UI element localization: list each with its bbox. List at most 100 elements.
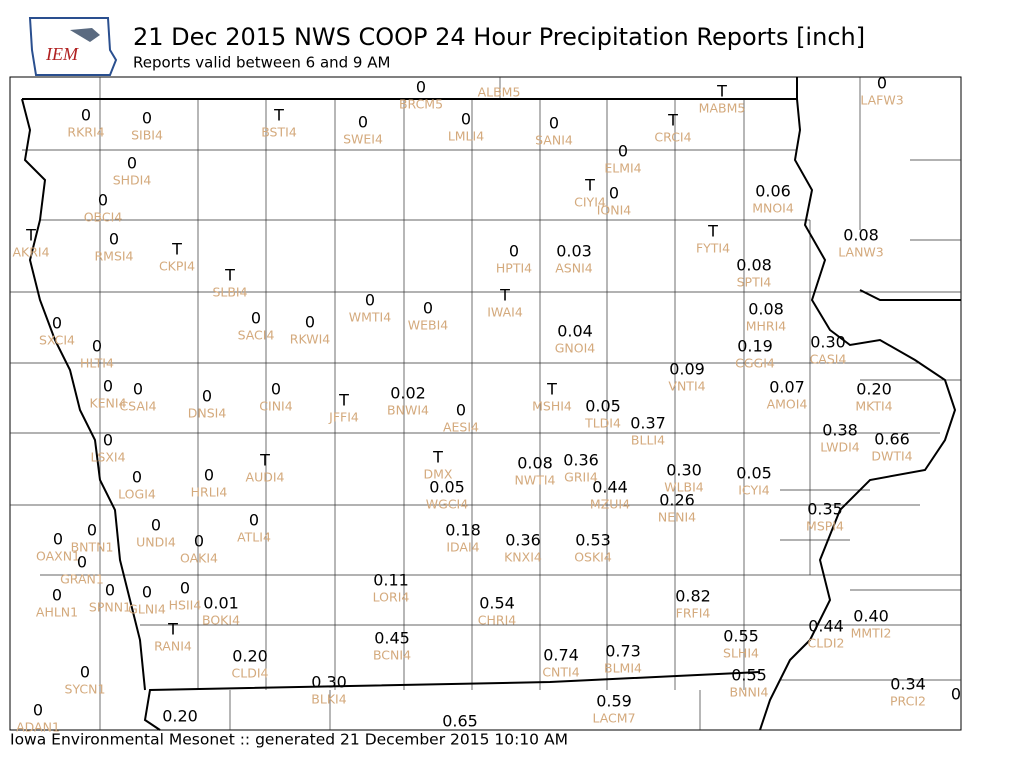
station-id: MKTI4 (855, 399, 892, 414)
station-value: T (224, 266, 235, 285)
station-value: 0.08 (843, 226, 879, 245)
station-id: BOKI4 (202, 613, 240, 628)
station-id: HPTI4 (496, 261, 532, 276)
station-id: AKRI4 (12, 245, 49, 260)
station-value: 0.30 (810, 333, 846, 352)
station-value: 0.40 (853, 607, 889, 626)
logo-text: IEM (45, 44, 79, 64)
station-value: 0.11 (373, 571, 409, 590)
station-value: 0 (251, 309, 261, 328)
station-value: 0.08 (517, 454, 553, 473)
station-value: 0 (951, 685, 961, 704)
station-id: ALBM5 (478, 85, 521, 100)
station-id: RKWI4 (290, 332, 330, 347)
station-value: 0 (461, 110, 471, 129)
station-value: 0 (509, 242, 519, 261)
station-value: 0.45 (374, 629, 410, 648)
station-value: 0.07 (769, 378, 805, 397)
station-id: BNWI4 (387, 403, 429, 418)
station-value: 0 (365, 291, 375, 310)
station-id: GRII4 (564, 470, 598, 485)
station-value: 0.34 (890, 675, 926, 694)
station-id: DWTI4 (871, 449, 912, 464)
station-value: 0 (194, 532, 204, 551)
station-value: 0.73 (605, 642, 641, 661)
station-value: 0 (109, 230, 119, 249)
station-value: 0.04 (557, 322, 593, 341)
station-id: SXCI4 (39, 333, 75, 348)
station-id: LANW3 (838, 245, 883, 260)
station-id: CASI4 (810, 352, 847, 367)
station-id: MZUI4 (590, 497, 630, 512)
station-value: 0.09 (669, 360, 705, 379)
station-value: 0.03 (556, 242, 592, 261)
station-value: 0.74 (543, 646, 579, 665)
station-id: WLBI4 (664, 480, 704, 495)
station-value: 0 (52, 586, 62, 605)
station-id: WEBI4 (408, 318, 449, 333)
station-value: 0.38 (822, 421, 858, 440)
station-value: 0 (98, 191, 108, 210)
station-value: 0 (416, 78, 426, 97)
station-id: HSII4 (169, 598, 202, 613)
station-id: LOGI4 (118, 487, 156, 502)
station-value: 0 (52, 314, 62, 333)
station-id: MABM5 (699, 101, 746, 116)
station-value: 0.36 (563, 451, 599, 470)
station-value: T (667, 111, 678, 130)
station-value: 0.02 (390, 384, 426, 403)
station-value: 0.05 (429, 478, 465, 497)
station-value: T (432, 448, 443, 467)
station-value: 0.19 (737, 337, 773, 356)
station-value: 0.82 (675, 587, 711, 606)
station-id: LSXI4 (90, 450, 125, 465)
map-frame (9, 76, 962, 731)
station-value: 0.53 (575, 531, 611, 550)
station-id: KNXI4 (504, 550, 542, 565)
station-id: GRAN1 (60, 572, 104, 587)
station-value: 0 (103, 377, 113, 396)
station-id: GLNI4 (128, 602, 166, 617)
station-value: 0 (92, 337, 102, 356)
station-id: CHRI4 (478, 613, 516, 628)
station-id: SIBI4 (131, 128, 163, 143)
station-value: T (338, 391, 349, 410)
station-value: 0 (609, 184, 619, 203)
station-value: T (584, 176, 595, 195)
station-value: 0 (127, 154, 137, 173)
logo-icon (70, 28, 100, 42)
station-id: DMX (424, 467, 453, 482)
station-value: T (259, 451, 270, 470)
station-id: CLDI4 (232, 666, 269, 681)
station-value: T (546, 380, 557, 399)
station-value: 0.55 (731, 666, 767, 685)
station-value: 0.01 (203, 594, 239, 613)
station-id: PRCI2 (890, 694, 926, 709)
station-id: BLKI4 (311, 692, 346, 707)
station-id: BNNI4 (730, 685, 769, 700)
station-id: AUDI4 (246, 470, 285, 485)
station-id: BCNI4 (373, 648, 411, 663)
station-id: FYTI4 (696, 241, 730, 256)
station-value: 0 (142, 583, 152, 602)
station-value: 0 (33, 701, 43, 720)
station-value: 0.06 (755, 182, 791, 201)
station-id: CGGI4 (735, 356, 775, 371)
station-value: 0.37 (630, 414, 666, 433)
station-id: SANI4 (535, 133, 573, 148)
station-value: T (499, 286, 510, 305)
station-value: 0 (456, 401, 466, 420)
station-value: 0 (103, 431, 113, 450)
station-value: 0.54 (479, 594, 515, 613)
station-value: 0 (151, 516, 161, 535)
station-id: SLHI4 (723, 646, 759, 661)
station-value: 0.26 (659, 491, 695, 510)
station-value: T (716, 82, 727, 101)
station-value: T (707, 222, 718, 241)
station-value: 0 (105, 581, 115, 600)
station-id: AHLN1 (36, 605, 78, 620)
station-value: 0 (133, 380, 143, 399)
station-id: AESI4 (443, 420, 479, 435)
station-value: T (273, 106, 284, 125)
